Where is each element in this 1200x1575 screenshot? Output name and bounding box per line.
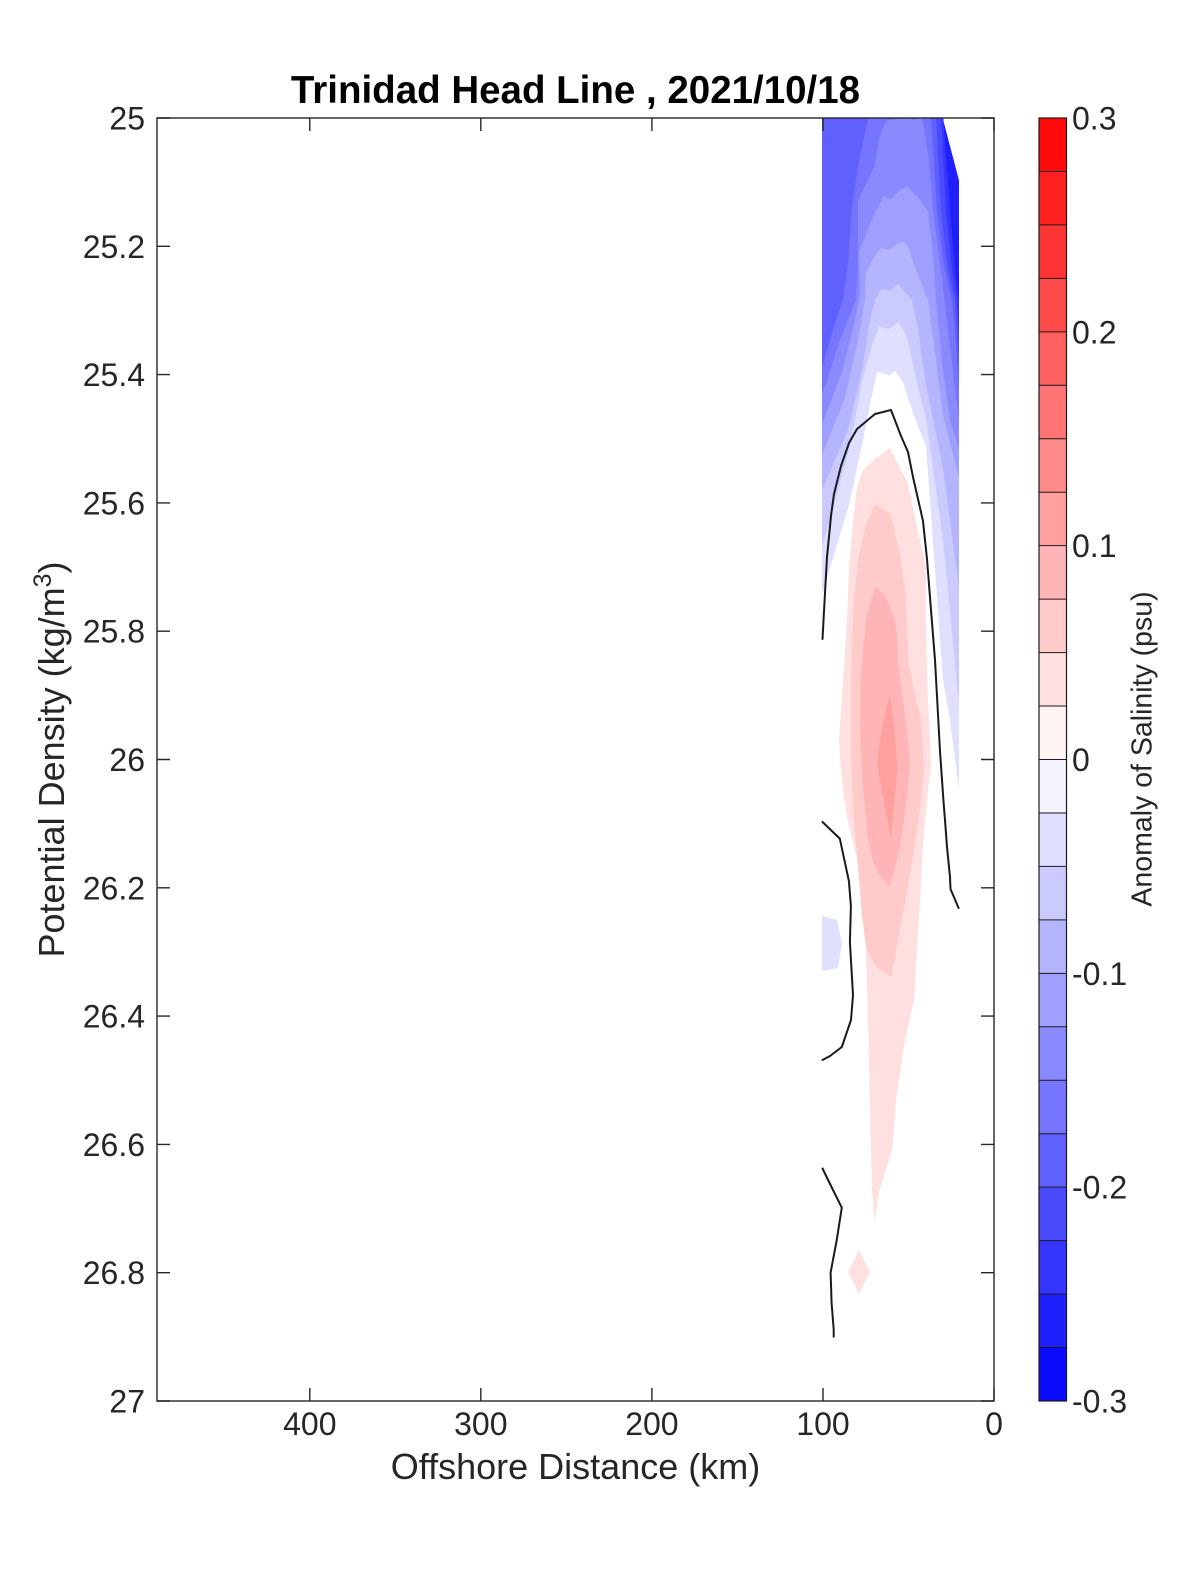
svg-text:25.6: 25.6: [83, 485, 145, 521]
svg-text:25: 25: [109, 101, 145, 137]
svg-text:0: 0: [1072, 742, 1090, 778]
svg-text:25.4: 25.4: [83, 357, 145, 393]
svg-text:Trinidad Head Line , 2021/10/1: Trinidad Head Line , 2021/10/18: [291, 69, 860, 112]
svg-text:26.4: 26.4: [83, 999, 145, 1035]
svg-text:26.2: 26.2: [83, 870, 145, 906]
svg-text:0: 0: [985, 1406, 1003, 1442]
svg-text:400: 400: [283, 1406, 336, 1442]
svg-text:Anomaly of Salinity (psu): Anomaly of Salinity (psu): [1127, 591, 1159, 906]
svg-text:25.8: 25.8: [83, 614, 145, 650]
svg-text:100: 100: [796, 1406, 849, 1442]
svg-text:0.3: 0.3: [1072, 101, 1116, 137]
svg-text:0.1: 0.1: [1072, 528, 1116, 564]
svg-text:-0.3: -0.3: [1072, 1384, 1127, 1420]
svg-text:Potential Density (kg/m3): Potential Density (kg/m3): [29, 561, 72, 957]
svg-text:26: 26: [109, 742, 145, 778]
svg-text:0.2: 0.2: [1072, 314, 1116, 350]
svg-text:26.8: 26.8: [83, 1255, 145, 1291]
svg-text:Offshore Distance (km): Offshore Distance (km): [391, 1446, 760, 1487]
svg-text:200: 200: [625, 1406, 678, 1442]
svg-text:-0.2: -0.2: [1072, 1170, 1127, 1206]
svg-text:25.2: 25.2: [83, 229, 145, 265]
svg-text:26.6: 26.6: [83, 1127, 145, 1163]
svg-text:27: 27: [109, 1384, 145, 1420]
svg-text:300: 300: [454, 1406, 507, 1442]
svg-text:-0.1: -0.1: [1072, 956, 1127, 992]
